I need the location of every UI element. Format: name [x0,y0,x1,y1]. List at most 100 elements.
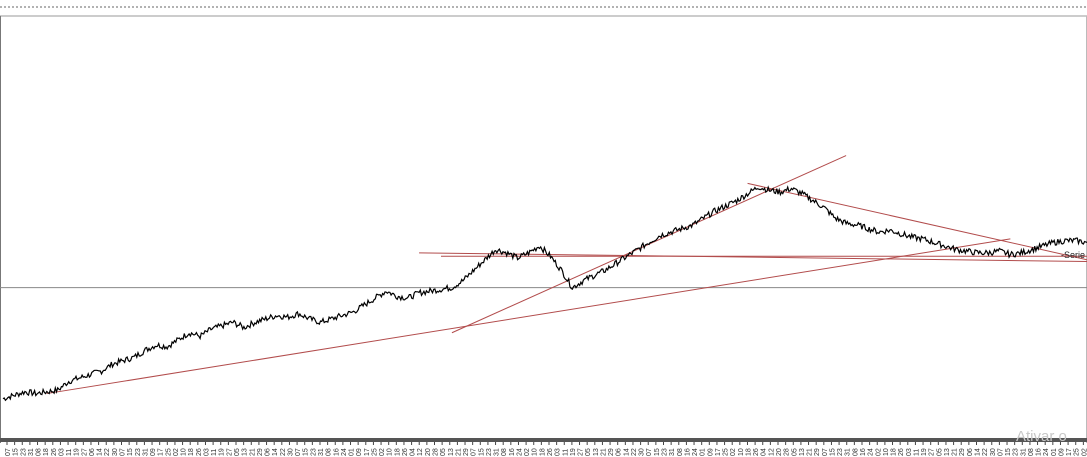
x-tick-label: 13 [448,448,455,456]
x-tick-label: 21 [600,448,607,456]
x-tick-label: 21 [807,448,814,456]
x-tick-label: 05 [585,448,592,456]
x-tick-label: 14 [623,448,630,456]
x-tick-label: 14 [97,448,104,456]
x-tick-label: 31 [1020,448,1027,456]
x-tick-label: 27 [929,448,936,456]
x-tick-label: 15 [1005,448,1012,456]
x-tick-label: 29 [814,448,821,456]
x-tick-label: 03 [58,448,65,456]
x-tick-label: 09 [356,448,363,456]
x-tick-label: 02 [730,448,737,456]
x-tick-label: 09 [150,448,157,456]
x-tick-label: 25 [723,448,730,456]
x-tick-label: 24 [341,448,348,456]
x-tick-label: 06 [616,448,623,456]
x-tick-label: 01 [349,448,356,456]
trendline [419,252,1087,263]
x-tick-label: 18 [394,448,401,456]
x-tick-label: 02 [379,448,386,456]
x-tick-label: 03 [906,448,913,456]
x-tick-label: 24 [692,448,699,456]
x-tick-label: 31 [28,448,35,456]
x-tick-label: 30 [639,448,646,456]
x-tick-label: 15 [654,448,661,456]
x-tick-label: 31 [669,448,676,456]
x-tick-label: 12 [768,448,775,456]
x-tick-label: 31 [142,448,149,456]
x-tick-label: 08 [36,448,43,456]
x-tick-label: 11 [913,449,920,456]
x-tick-label: 11 [562,449,569,456]
x-tick-label: 13 [799,448,806,456]
x-tick-label: 29 [257,448,264,456]
x-tick-label: 17 [1066,448,1073,456]
series-name: Serie [1064,250,1086,260]
x-tick-label: 04 [761,448,768,456]
x-tick-label: 27 [81,448,88,456]
x-tick-label: 22 [982,448,989,456]
x-tick-label: 16 [509,448,516,456]
x-tick-label: 27 [578,448,585,456]
x-tick-label: 11 [211,449,218,456]
x-tick-label: 21 [455,448,462,456]
x-tick-label: 14 [974,448,981,456]
x-tick-label: 08 [1028,448,1035,456]
series-label: -Serie [1061,250,1086,260]
x-tick-label: 13 [944,448,951,456]
x-tick-label: 22 [104,448,111,456]
x-tick-label: 10 [181,448,188,456]
x-tick-label: 23 [662,448,669,456]
x-tick-label: 27 [226,448,233,456]
x-tick-label: 29 [608,448,615,456]
x-tick-label: 07 [295,448,302,456]
x-tick-label: 19 [570,448,577,456]
x-tick-label: 06 [265,448,272,456]
x-tick-label: 16 [860,448,867,456]
x-tick-label: 10 [883,448,890,456]
x-axis-ticks: 07 15 23 31 08 18 26 03 11 19 27 06 14 22 30 07 15 23 31 09… [5,442,1087,456]
x-tick-label: 18 [43,448,50,456]
x-tick-label: 16 [684,448,691,456]
x-tick-label: 17 [364,448,371,456]
bottom-axis-bar [0,438,1087,442]
x-tick-label: 17 [715,448,722,456]
x-tick-label: 18 [539,448,546,456]
x-tick-label: 10 [532,448,539,456]
x-tick-label: 13 [593,448,600,456]
x-tick-label: 13 [242,448,249,456]
activation-watermark: Ativar o [1016,428,1067,445]
x-tick-label: 24 [868,448,875,456]
x-tick-label: 07 [822,448,829,456]
x-tick-label: 15 [303,448,310,456]
x-tick-label: 23 [1013,448,1020,456]
x-tick-label: 26 [51,448,58,456]
x-tick-label: 26 [898,448,905,456]
x-tick-label: 10 [738,448,745,456]
x-tick-label: 16 [333,448,340,456]
x-tick-label: 26 [753,448,760,456]
x-tick-label: 14 [272,448,279,456]
x-tick-label: 08 [677,448,684,456]
trendlines-group [46,155,1087,395]
trendline [747,182,1087,261]
x-tick-label: 17 [158,448,165,456]
trendline [46,238,1011,395]
x-tick-label: 06 [89,448,96,456]
x-tick-label: 15 [829,448,836,456]
x-tick-label: 28 [784,448,791,456]
x-tick-label: 07 [5,448,12,456]
x-tick-label: 02 [1081,448,1087,456]
x-tick-label: 16 [1036,448,1043,456]
x-tick-label: 29 [463,448,470,456]
x-tick-label: 09 [707,448,714,456]
x-tick-label: 25 [165,448,172,456]
price-series-line [2,185,1087,402]
x-tick-label: 08 [326,448,333,456]
x-tick-label: 20 [425,448,432,456]
x-tick-label: 28 [432,448,439,456]
x-tick-label: 26 [402,448,409,456]
x-tick-label: 07 [471,448,478,456]
x-tick-label: 31 [494,448,501,456]
